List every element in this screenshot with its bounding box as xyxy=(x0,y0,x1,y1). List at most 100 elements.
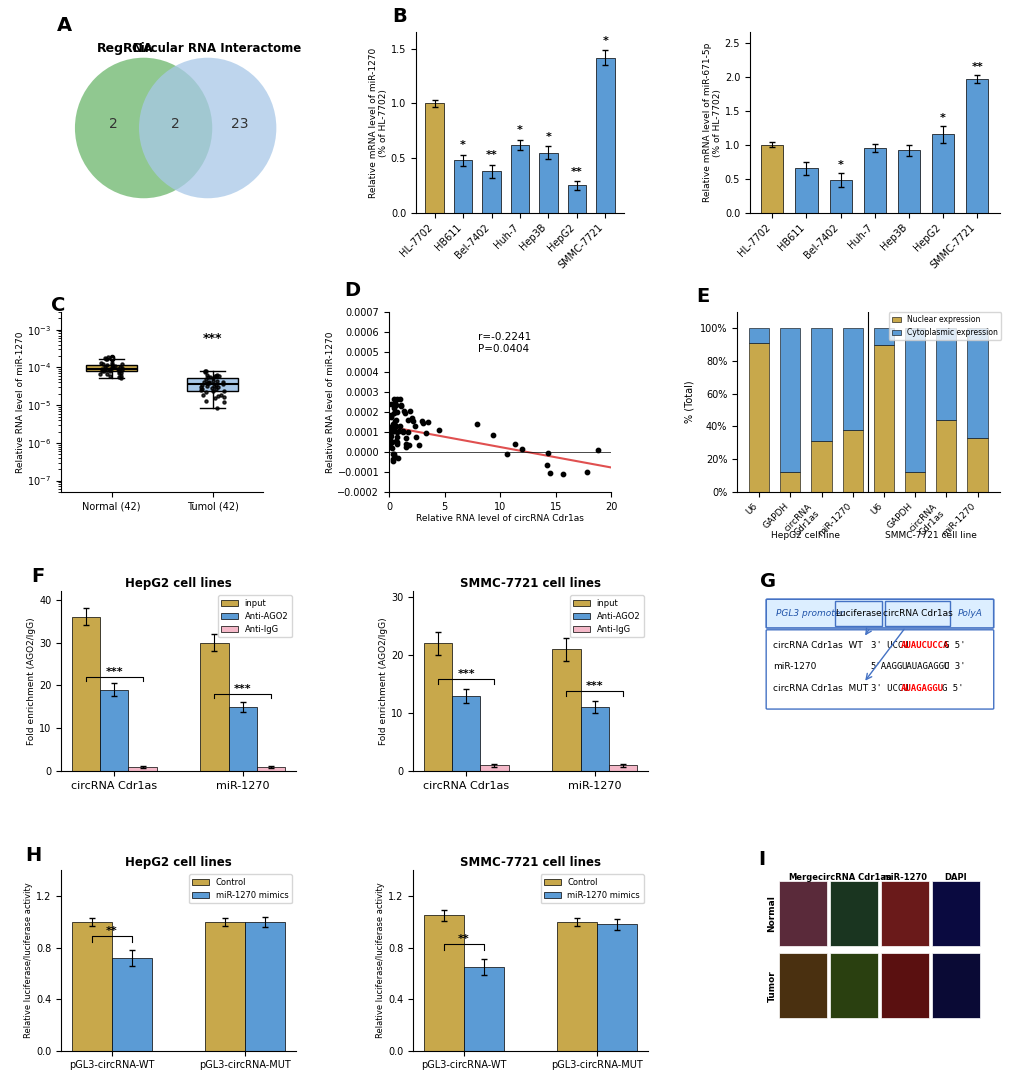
Point xyxy=(385,445,401,462)
Point xyxy=(198,392,214,409)
Point xyxy=(431,421,447,439)
Point xyxy=(197,362,213,379)
Bar xyxy=(451,695,480,771)
Point xyxy=(388,435,405,453)
Point xyxy=(210,379,226,396)
Point xyxy=(96,362,112,379)
Point xyxy=(398,436,415,454)
Point xyxy=(382,407,398,425)
Point xyxy=(195,386,211,403)
Bar xyxy=(883,601,950,626)
Point xyxy=(197,364,213,381)
Point xyxy=(97,361,113,378)
Bar xyxy=(112,957,152,1051)
Text: **: ** xyxy=(970,62,982,71)
Point xyxy=(98,350,114,367)
Point xyxy=(209,367,225,384)
Point xyxy=(408,428,424,445)
Bar xyxy=(873,328,894,344)
Point xyxy=(97,350,113,367)
Bar xyxy=(551,649,580,771)
Text: D: D xyxy=(344,280,361,300)
Bar xyxy=(100,690,128,771)
Title: SMMC-7721 cell lines: SMMC-7721 cell lines xyxy=(460,857,600,870)
Point xyxy=(100,349,116,366)
Bar xyxy=(965,79,987,212)
Point xyxy=(199,375,215,392)
Text: miR-1270: miR-1270 xyxy=(772,662,816,671)
Text: **: ** xyxy=(458,934,469,943)
Bar xyxy=(810,328,830,441)
Bar xyxy=(482,171,500,212)
Point xyxy=(112,369,128,387)
Bar xyxy=(828,180,851,212)
Y-axis label: % (Total): % (Total) xyxy=(684,380,694,423)
Point xyxy=(214,373,230,390)
Point xyxy=(401,403,418,420)
Point xyxy=(399,423,416,441)
Point xyxy=(92,365,108,382)
Point xyxy=(199,366,215,383)
Point xyxy=(578,464,594,481)
Point xyxy=(110,361,126,378)
Point xyxy=(538,457,554,474)
Text: C: C xyxy=(51,296,65,315)
Point xyxy=(113,367,129,384)
Text: circRNA Cdr1as  WT: circRNA Cdr1as WT xyxy=(772,641,862,650)
Bar xyxy=(71,617,100,771)
Text: ***: *** xyxy=(233,684,252,694)
Point xyxy=(388,429,405,446)
Point xyxy=(208,376,224,393)
Point xyxy=(411,436,427,454)
Text: DAPI: DAPI xyxy=(944,873,966,882)
Point xyxy=(385,422,401,440)
Point xyxy=(384,451,400,468)
Point xyxy=(405,413,421,430)
Point xyxy=(407,418,423,435)
Point xyxy=(392,397,409,415)
Point xyxy=(104,357,120,375)
Y-axis label: Relative RNA level of miR-1270: Relative RNA level of miR-1270 xyxy=(325,331,334,472)
Point xyxy=(385,417,401,434)
Point xyxy=(207,367,223,384)
Bar xyxy=(795,169,817,212)
Point xyxy=(211,367,227,384)
Point xyxy=(386,417,403,434)
Point xyxy=(384,422,400,440)
Point xyxy=(205,373,221,390)
Text: A: A xyxy=(57,15,71,35)
Point xyxy=(382,425,398,442)
Text: *: * xyxy=(545,132,551,142)
Bar xyxy=(595,57,614,212)
Text: 5'AAGG: 5'AAGG xyxy=(870,662,902,671)
Text: H: H xyxy=(25,846,42,865)
Bar xyxy=(780,328,800,472)
Text: circRNA Cdr1as: circRNA Cdr1as xyxy=(881,609,952,618)
Ellipse shape xyxy=(74,57,212,198)
Text: AUAUCUCCA: AUAUCUCCA xyxy=(900,641,949,650)
Point xyxy=(382,407,398,425)
Bar xyxy=(880,953,928,1018)
Point xyxy=(102,367,118,384)
Point xyxy=(201,374,217,391)
Point xyxy=(207,389,223,406)
Text: Circular RNA Interactome: Circular RNA Interactome xyxy=(132,42,302,55)
Point xyxy=(104,360,120,377)
Text: UAUAGAGGU: UAUAGAGGU xyxy=(900,662,949,671)
Bar xyxy=(835,601,881,626)
Point xyxy=(99,362,115,379)
Point xyxy=(199,377,215,394)
Point xyxy=(391,390,408,407)
Point xyxy=(469,415,485,432)
Text: Merge: Merge xyxy=(788,873,817,882)
Y-axis label: Fold enrichment (AGO2/IgG): Fold enrichment (AGO2/IgG) xyxy=(28,617,37,745)
Point xyxy=(397,435,414,453)
Bar xyxy=(873,344,894,492)
Text: HepG2 cell line: HepG2 cell line xyxy=(770,531,840,539)
Bar xyxy=(480,766,508,771)
Bar xyxy=(748,328,768,343)
Text: circRNA Cdr1as: circRNA Cdr1as xyxy=(817,873,890,882)
Point xyxy=(386,413,403,430)
Point xyxy=(193,382,209,400)
Text: G: G xyxy=(759,573,775,591)
